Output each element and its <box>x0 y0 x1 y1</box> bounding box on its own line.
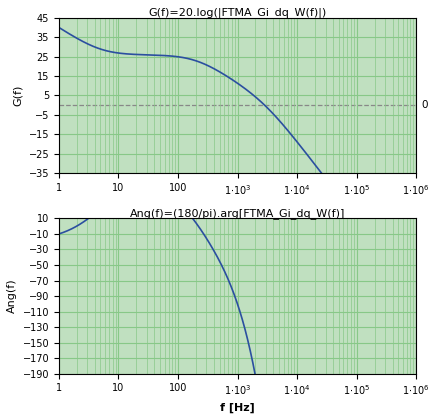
Title: G(f)=20.log(|FTMA_Gi_dq_W(f)|): G(f)=20.log(|FTMA_Gi_dq_W(f)|) <box>149 7 326 18</box>
Title: Ang(f)=(180/pi).arg[FTMA_Gi_dq_W(f)]: Ang(f)=(180/pi).arg[FTMA_Gi_dq_W(f)] <box>130 207 345 218</box>
Text: 0: 0 <box>422 100 428 110</box>
Y-axis label: G(f): G(f) <box>13 85 23 106</box>
X-axis label: f [Hz]: f [Hz] <box>220 403 255 413</box>
Y-axis label: Ang(f): Ang(f) <box>7 279 17 313</box>
